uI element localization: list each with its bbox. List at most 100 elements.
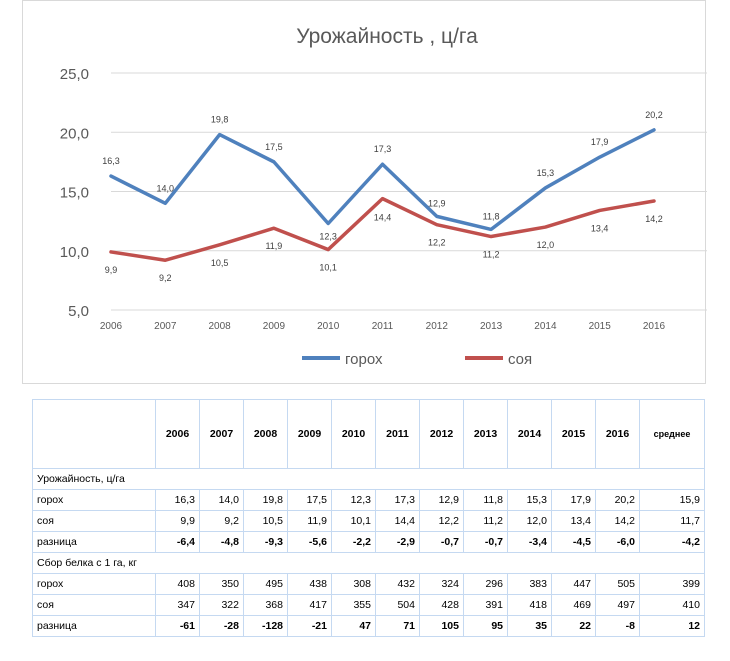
table-cell: 22 (551, 615, 596, 637)
y-tick-label: 15,0 (60, 185, 89, 202)
table-cell: 447 (551, 573, 596, 595)
year-header: 2006 (155, 399, 200, 469)
section-row: Сбор белка с 1 га, кг (32, 552, 705, 574)
average-cell: 410 (639, 594, 705, 616)
table-row: горох 16,3 14,0 19,8 17,5 12,3 17,3 12,9 11,8 15,… (32, 489, 705, 511)
section-title: Сбор белка с 1 га, кг (32, 552, 156, 574)
table-row: соя 347 322 368 417 355 504 428 391 418 469 497 410 (32, 594, 705, 616)
line-chart: Урожайность , ц/га 5,0 10,0 15,0 20,0 25,0 200… (60, 25, 707, 368)
table-cell: -6,0 (595, 531, 640, 553)
x-tick-label: 2014 (534, 321, 557, 332)
table-cell: -3,4 (507, 531, 552, 553)
average-cell: -4,2 (639, 531, 705, 553)
table-cell: 12,3 (331, 489, 376, 511)
x-tick-label: 2011 (372, 321, 394, 332)
data-label: 14,2 (645, 214, 663, 224)
row-label: разница (32, 615, 156, 637)
data-label: 16,3 (102, 156, 120, 166)
table-cell: 17,9 (551, 489, 596, 511)
table-cell: 417 (287, 594, 332, 616)
section-filler (155, 468, 705, 490)
table-cell: -6,4 (155, 531, 200, 553)
table-cell: 438 (287, 573, 332, 595)
data-label: 12,3 (319, 231, 337, 241)
table-cell: 10,1 (331, 510, 376, 532)
x-tick-label: 2009 (263, 321, 286, 332)
x-tick-label: 2007 (154, 321, 177, 332)
average-cell: 11,7 (639, 510, 705, 532)
data-label: 11,9 (265, 241, 282, 251)
data-label: 19,8 (211, 115, 229, 125)
table-cell: 35 (507, 615, 552, 637)
table-cell: 12,2 (419, 510, 464, 532)
x-tick-label: 2015 (589, 321, 612, 332)
table-cell: -128 (243, 615, 288, 637)
x-tick-label: 2016 (643, 321, 666, 332)
table-cell: -21 (287, 615, 332, 637)
average-cell: 399 (639, 573, 705, 595)
table-cell: -4,8 (199, 531, 244, 553)
table-cell: 428 (419, 594, 464, 616)
data-label: 10,1 (319, 263, 337, 273)
data-label: 10,5 (211, 258, 229, 268)
data-label: 20,2 (645, 110, 663, 120)
table-cell: 9,2 (199, 510, 244, 532)
legend-label: горох (345, 351, 383, 368)
data-label: 13,4 (591, 223, 609, 233)
chart-area: Урожайность , ц/га 5,0 10,0 15,0 20,0 25,0 200… (22, 0, 707, 384)
table-cell: 296 (463, 573, 508, 595)
data-label: 17,5 (265, 142, 283, 152)
average-cell: 12 (639, 615, 705, 637)
data-label: 11,2 (483, 250, 500, 260)
data-label: 11,8 (483, 211, 500, 221)
x-tick-label: 2010 (317, 321, 340, 332)
table-corner-cell (32, 399, 156, 469)
table-header-row: 2006 2007 2008 2009 2010 2011 2012 2013 2014 2015… (32, 399, 705, 469)
table-cell: 12,0 (507, 510, 552, 532)
table-cell: -0,7 (419, 531, 464, 553)
table-cell: 504 (375, 594, 420, 616)
table-cell: 9,9 (155, 510, 200, 532)
table-cell: 11,2 (463, 510, 508, 532)
average-cell: 15,9 (639, 489, 705, 511)
table-cell: 17,5 (287, 489, 332, 511)
section-title: Урожайность, ц/га (32, 468, 156, 490)
year-header: 2016 (595, 399, 640, 469)
year-header: 2013 (463, 399, 508, 469)
table-cell: -4,5 (551, 531, 596, 553)
row-label: соя (32, 510, 156, 532)
year-header: 2011 (375, 399, 420, 469)
table-cell: 19,8 (243, 489, 288, 511)
data-label: 9,2 (159, 273, 172, 283)
data-label: 9,9 (105, 265, 118, 275)
x-tick-label: 2006 (100, 321, 123, 332)
data-label: 12,9 (428, 198, 446, 208)
table-cell: -0,7 (463, 531, 508, 553)
table-cell: 17,3 (375, 489, 420, 511)
data-label: 12,2 (428, 238, 446, 248)
section-row: Урожайность, ц/га (32, 468, 705, 490)
table-cell: -28 (199, 615, 244, 637)
data-label: 17,3 (374, 144, 392, 154)
table-cell: 469 (551, 594, 596, 616)
table-cell: 368 (243, 594, 288, 616)
year-header: 2012 (419, 399, 464, 469)
year-header: 2008 (243, 399, 288, 469)
table-cell: 14,0 (199, 489, 244, 511)
table-row: горох 408 350 495 438 308 432 324 296 383 447 505 39… (32, 573, 705, 595)
table-cell: 383 (507, 573, 552, 595)
table-cell: 105 (419, 615, 464, 637)
row-label: горох (32, 489, 156, 511)
legend-label: соя (508, 351, 532, 368)
year-header: 2015 (551, 399, 596, 469)
table-cell: 95 (463, 615, 508, 637)
y-tick-label: 5,0 (68, 303, 89, 320)
table-cell: 47 (331, 615, 376, 637)
data-table: 2006 2007 2008 2009 2010 2011 2012 2013 2014 2015… (32, 399, 705, 637)
table-cell: 408 (155, 573, 200, 595)
x-tick-label: 2008 (208, 321, 231, 332)
row-label: разница (32, 531, 156, 553)
table-cell: 10,5 (243, 510, 288, 532)
table-cell: 324 (419, 573, 464, 595)
table-cell: 505 (595, 573, 640, 595)
